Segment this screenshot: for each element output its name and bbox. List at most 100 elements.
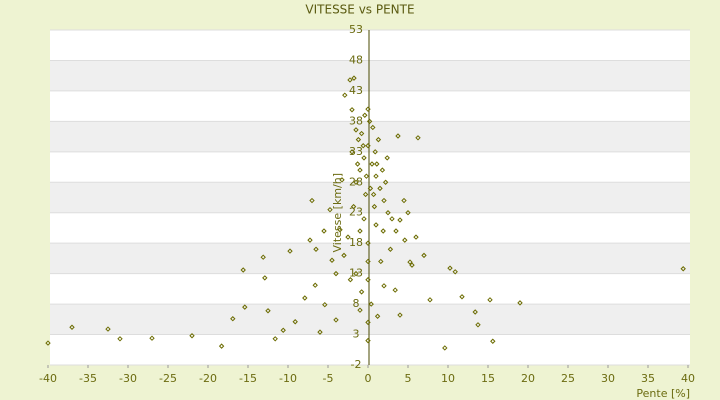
x-tick-label: -20	[199, 372, 217, 385]
point	[362, 191, 369, 198]
point	[230, 316, 236, 322]
point	[349, 107, 355, 113]
point	[517, 300, 523, 306]
x-tick-label: 10	[441, 372, 455, 385]
point	[384, 155, 390, 161]
point	[362, 112, 368, 118]
point	[361, 155, 367, 161]
point	[452, 269, 458, 275]
point	[373, 173, 379, 179]
point	[407, 259, 413, 265]
point	[358, 130, 365, 137]
point	[149, 335, 155, 341]
x-tick-label: -25	[159, 372, 177, 385]
point	[360, 143, 366, 149]
point	[358, 289, 365, 295]
point	[490, 338, 496, 344]
point	[350, 203, 357, 210]
point	[459, 294, 465, 300]
x-tick-label: -5	[323, 372, 334, 385]
point	[365, 240, 371, 246]
point	[385, 210, 391, 216]
x-tick-label: -40	[39, 372, 57, 385]
point	[487, 297, 493, 303]
point	[421, 252, 427, 259]
point	[380, 228, 386, 234]
point	[472, 309, 478, 315]
point	[475, 322, 481, 328]
point	[363, 173, 370, 179]
point	[379, 167, 386, 173]
point	[372, 149, 378, 155]
point	[367, 185, 374, 192]
point	[329, 257, 335, 263]
point	[366, 118, 373, 125]
point	[355, 136, 362, 143]
point	[345, 234, 351, 240]
point	[312, 282, 318, 288]
point	[307, 237, 313, 243]
point	[321, 228, 327, 234]
point	[370, 191, 377, 198]
y-tick-label: 43	[349, 84, 363, 97]
point	[381, 283, 387, 289]
point	[392, 287, 398, 293]
point	[377, 185, 383, 192]
point	[309, 197, 315, 204]
y-tick-label: 23	[349, 206, 363, 219]
point	[333, 317, 339, 323]
y-tick-label: 18	[349, 236, 363, 249]
y-tick-label: 28	[349, 175, 363, 188]
point	[447, 265, 453, 271]
point	[260, 254, 266, 260]
point	[292, 319, 298, 325]
point	[357, 228, 363, 234]
point	[262, 275, 268, 281]
point	[427, 297, 433, 303]
point	[265, 308, 271, 314]
point	[287, 248, 293, 254]
point	[333, 270, 339, 277]
y-tick-label: 53	[349, 23, 363, 36]
x-tick-label: -35	[79, 372, 97, 385]
point	[351, 75, 357, 81]
point	[361, 216, 367, 222]
y-tick-label: 38	[349, 114, 363, 127]
point	[353, 270, 359, 277]
plot-bands	[50, 30, 690, 365]
point	[402, 237, 408, 243]
x-tick-label: -15	[239, 372, 257, 385]
point	[357, 307, 363, 313]
point	[242, 304, 248, 310]
x-tick-label: 35	[641, 372, 655, 385]
point	[317, 329, 323, 335]
chart-title: VITESSE vs PENTE	[305, 3, 414, 17]
point	[365, 277, 371, 283]
point	[680, 266, 686, 272]
point	[105, 326, 111, 332]
point	[357, 167, 363, 173]
y-axis-label: Vitesse [km/h]	[331, 173, 344, 253]
point	[339, 177, 345, 183]
point	[327, 206, 333, 213]
point	[369, 161, 375, 167]
x-tick-label: 0	[365, 372, 372, 385]
point	[272, 336, 278, 342]
point	[218, 343, 225, 349]
x-axis-label: Pente [%]	[636, 387, 690, 400]
point	[387, 246, 394, 252]
point	[365, 143, 371, 149]
point	[341, 252, 347, 259]
point	[401, 197, 407, 204]
y-tick-label: -2	[351, 358, 362, 371]
point	[378, 258, 384, 265]
point	[415, 135, 421, 141]
x-tick-label: -10	[279, 372, 297, 385]
point	[302, 295, 308, 301]
point	[354, 161, 361, 167]
point	[442, 345, 448, 351]
plot-band	[50, 60, 690, 91]
point	[45, 340, 51, 346]
